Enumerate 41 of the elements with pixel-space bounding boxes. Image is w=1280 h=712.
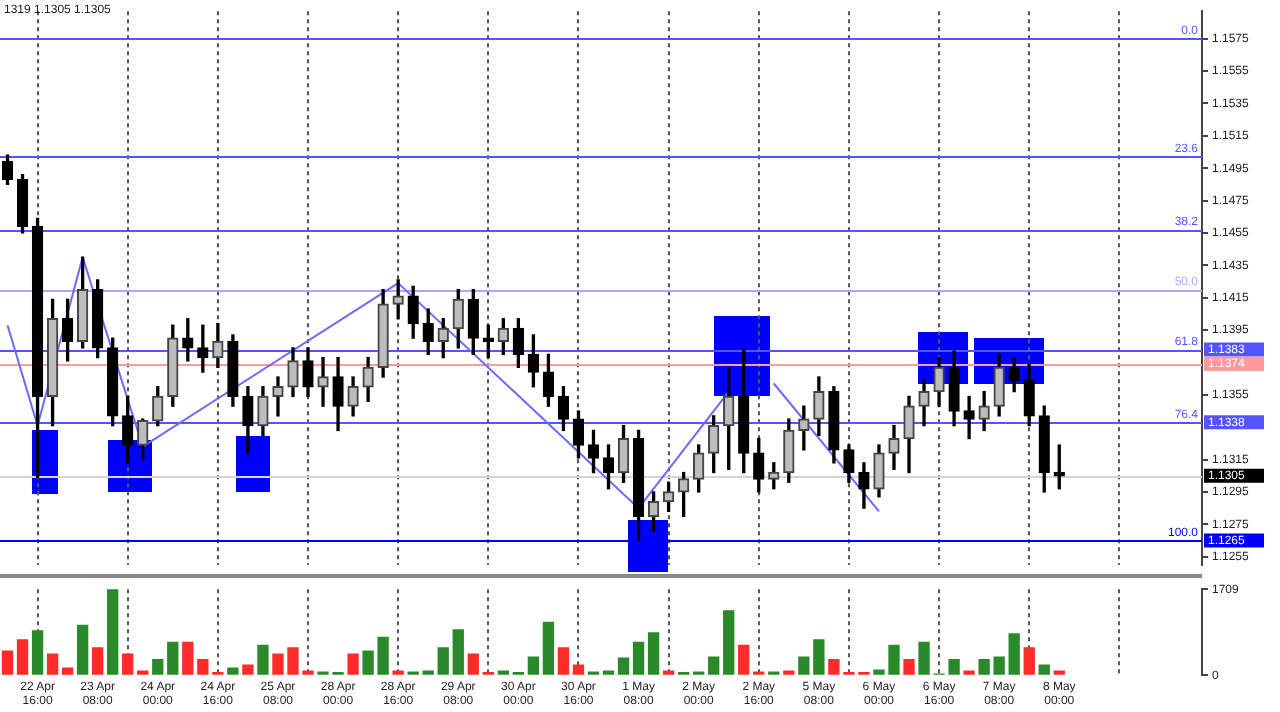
bar (76, 624, 89, 675)
bar (16, 639, 29, 675)
bar (227, 667, 239, 675)
bar (197, 658, 209, 675)
bar (542, 621, 555, 675)
bar (723, 610, 735, 675)
candlestick (317, 356, 329, 407)
bar (46, 653, 59, 675)
bar (467, 653, 479, 675)
bar (993, 656, 1005, 675)
bar (1, 650, 14, 675)
bar (557, 647, 570, 675)
bar (347, 653, 359, 675)
bar (107, 589, 119, 675)
bar (61, 667, 74, 675)
bar (257, 644, 269, 675)
bar (647, 632, 660, 675)
bar (92, 647, 104, 675)
bar (813, 639, 825, 675)
bar (527, 656, 540, 675)
bar (798, 656, 810, 675)
bar (242, 664, 254, 675)
bar (182, 641, 194, 675)
bar (1023, 647, 1035, 675)
candlestick (963, 395, 975, 440)
bar (903, 658, 915, 675)
bar (152, 658, 164, 675)
bar (617, 657, 630, 675)
bar (632, 641, 645, 675)
bar (437, 647, 449, 675)
bar (1008, 633, 1020, 675)
bar (167, 641, 179, 675)
bar (708, 656, 720, 675)
bar (31, 630, 44, 675)
bar (738, 644, 750, 675)
bar (978, 658, 990, 675)
bar (572, 664, 585, 675)
bar (452, 629, 464, 675)
bar (1038, 664, 1050, 675)
bar (122, 653, 134, 675)
candlestick (272, 376, 284, 417)
